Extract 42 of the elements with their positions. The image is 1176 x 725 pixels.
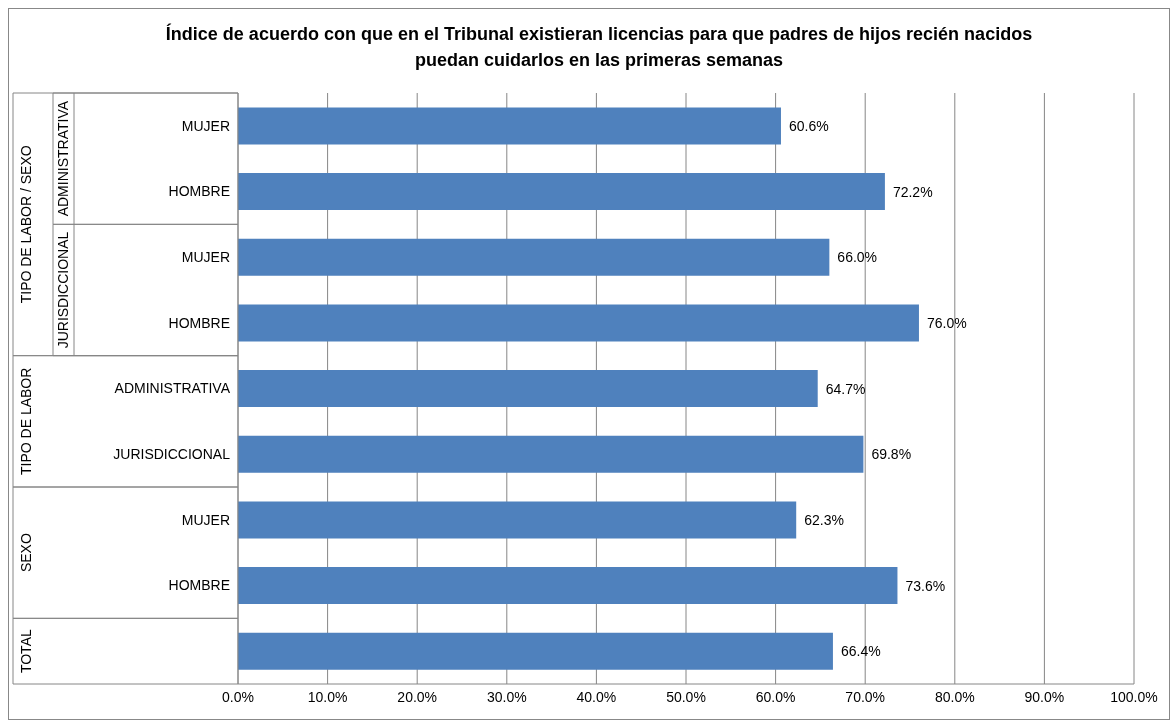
bar bbox=[238, 304, 919, 342]
data-label: 73.6% bbox=[905, 577, 946, 594]
data-label: 76.0% bbox=[926, 314, 967, 331]
bar bbox=[238, 370, 818, 408]
bar bbox=[238, 107, 781, 145]
y-tick-label: JURISDICCIONAL bbox=[113, 446, 231, 463]
x-tick-label: 40.0% bbox=[576, 688, 617, 705]
bar bbox=[238, 238, 830, 276]
x-tick-label: 30.0% bbox=[486, 688, 527, 705]
y-tick-label: MUJER bbox=[181, 511, 230, 528]
y-tick-label: MUJER bbox=[181, 249, 230, 266]
text: TIPO DE LABOR / SEXO bbox=[18, 145, 34, 304]
bar bbox=[238, 501, 797, 539]
data-label: 72.2% bbox=[892, 183, 933, 200]
x-tick-label: 60.0% bbox=[755, 688, 796, 705]
data-label: 69.8% bbox=[871, 446, 912, 463]
y-tick-label: HOMBRE bbox=[168, 314, 230, 331]
y-tick-label: MUJER bbox=[181, 117, 230, 134]
bar bbox=[238, 173, 885, 211]
x-tick-label: 20.0% bbox=[397, 688, 438, 705]
data-label: 60.6% bbox=[788, 117, 829, 134]
x-tick-label: 10.0% bbox=[307, 688, 348, 705]
bar bbox=[238, 567, 898, 605]
text: SEXO bbox=[18, 533, 34, 573]
data-label: 64.7% bbox=[825, 380, 866, 397]
x-tick-label: 50.0% bbox=[666, 688, 706, 705]
chart-title: Índice de acuerdo con que en el Tribunal existieran licencias para que padres de hijos recién nacidos puedan cuidarlos en las primeras semanas bbox=[164, 22, 1034, 72]
bar bbox=[238, 435, 864, 473]
x-tick-label: 80.0% bbox=[934, 688, 975, 705]
y-tick-label: HOMBRE bbox=[168, 577, 230, 594]
bar bbox=[238, 632, 833, 670]
y-tick-label: ADMINISTRATIVA bbox=[114, 380, 231, 397]
text: TIPO DE LABOR bbox=[18, 367, 34, 476]
text: TOTAL bbox=[18, 629, 34, 674]
x-tick-label: 90.0% bbox=[1024, 688, 1065, 705]
data-label: 62.3% bbox=[804, 511, 844, 528]
data-label: 66.0% bbox=[837, 249, 878, 266]
y-tick-label: HOMBRE bbox=[168, 183, 230, 200]
data-label: 66.4% bbox=[840, 643, 881, 660]
x-tick-label: 0.0% bbox=[222, 688, 254, 705]
x-tick-label: 70.0% bbox=[845, 688, 886, 705]
x-tick-label: 100.0% bbox=[1110, 688, 1158, 705]
